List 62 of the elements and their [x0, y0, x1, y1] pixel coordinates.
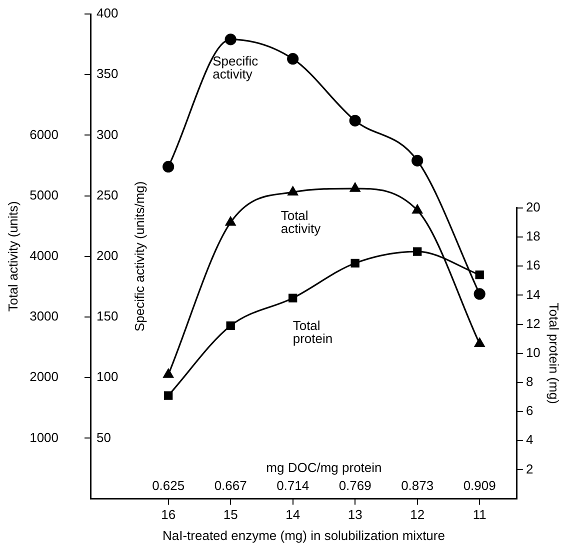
y-tick-label: 400 — [96, 6, 118, 21]
y3-tick-label: 6000 — [30, 126, 59, 142]
point — [349, 114, 361, 126]
annotation: 0.714 — [276, 478, 310, 493]
annotation: 0.909 — [463, 478, 496, 493]
y-tick-label: 150 — [96, 308, 118, 324]
point — [162, 160, 174, 173]
x-axis-title: NaI-treated enzyme (mg) in solubilization mixture — [162, 528, 445, 543]
series-label: Total protein — [292, 318, 333, 346]
y3-axis-title: Total activity (units) — [5, 201, 20, 312]
y-tick-label: 250 — [96, 187, 118, 202]
point — [474, 338, 485, 347]
point — [224, 34, 236, 46]
y-axis-title: Specific activity (units/mg) — [132, 181, 148, 332]
point — [287, 53, 299, 65]
y3-tick-label: 2000 — [30, 369, 59, 384]
point — [225, 216, 236, 226]
y-tick-label: 50 — [96, 430, 111, 445]
y2-tick-label: 16 — [526, 258, 540, 273]
y2-tick-label: 2 — [526, 461, 534, 476]
point — [288, 294, 298, 302]
point — [164, 391, 173, 400]
point — [412, 154, 424, 166]
point — [412, 204, 422, 214]
point — [163, 368, 174, 378]
series-label: Specific activity — [212, 54, 259, 82]
annotation: 0.625 — [152, 478, 185, 493]
y2-tick-label: 8 — [526, 374, 534, 390]
annotation: 0.667 — [214, 478, 247, 493]
y2-axis-title: Total protein (mg) — [546, 302, 562, 404]
x-tick-label: 14 — [286, 507, 300, 522]
x-tick-label: 12 — [410, 507, 425, 522]
annotation: 0.769 — [338, 478, 372, 493]
y2-tick-label: 14 — [526, 286, 540, 302]
series-label: Total activity — [280, 208, 322, 236]
y-tick-label: 300 — [96, 126, 118, 142]
y3-tick-label: 4000 — [30, 248, 59, 263]
point — [288, 186, 298, 196]
x-tick-label: 13 — [348, 507, 362, 522]
x2-axis-title: mg DOC/mg protein — [266, 460, 382, 475]
y-tick-label: 100 — [96, 369, 118, 384]
y3-tick-label: 5000 — [30, 187, 59, 202]
y2-tick-label: 18 — [526, 228, 540, 244]
point — [350, 258, 360, 268]
y-tick-label: 200 — [96, 248, 118, 263]
y2-tick-label: 12 — [526, 316, 540, 331]
point — [413, 247, 422, 256]
point — [475, 270, 484, 280]
y2-tick-label: 10 — [526, 344, 540, 360]
y3-tick-label: 1000 — [30, 430, 59, 445]
y3-tick-label: 3000 — [30, 308, 59, 324]
point — [226, 321, 235, 330]
annotation: 0.873 — [401, 478, 434, 493]
x-tick-label: 16 — [161, 507, 176, 522]
y2-tick-label: 4 — [526, 432, 534, 448]
point — [350, 182, 360, 192]
y2-tick-label: 20 — [526, 200, 540, 214]
y2-tick-label: 6 — [526, 403, 534, 418]
x-tick-label: 11 — [472, 507, 486, 522]
x-tick-label: 15 — [223, 507, 238, 522]
y-tick-label: 350 — [96, 66, 118, 82]
point — [474, 288, 486, 300]
